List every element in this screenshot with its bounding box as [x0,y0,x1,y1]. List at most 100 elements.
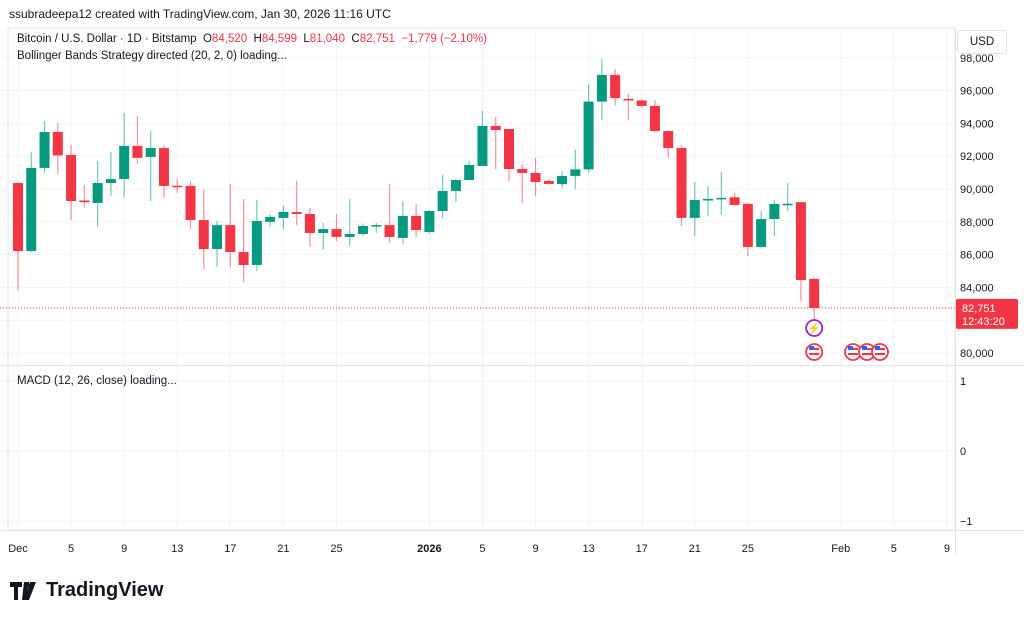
candle [92,160,103,227]
open-value: 84,520 [211,33,248,45]
candle-body [596,74,607,102]
candle [278,205,289,230]
macd-indicator-label[interactable]: MACD (12, 26, close) loading... [17,375,177,387]
price-tick-label: 92,000 [960,151,994,163]
us-flag-canton [848,346,853,350]
chart-canvas[interactable]: 80,000 84,000 86,000 88,000 90,000 92,000 94,0… [0,0,1024,560]
candle-body [172,185,183,188]
currency-button[interactable]: USD [957,30,1007,54]
candle-body [318,229,329,233]
candle-body [703,198,714,201]
candle-body [66,154,77,202]
us-flag-canton [862,346,867,350]
candle-body [119,145,130,180]
candle [596,58,607,121]
candle-body [411,215,422,231]
candle-body [782,203,793,206]
symbol-title: Bitcoin / U.S. Dollar · 1D · Bitstamp [17,33,197,45]
price-tick-label: 84,000 [960,282,994,294]
high-value: 84,599 [261,33,297,45]
candle-body [265,216,276,222]
tradingview-logo[interactable]: TradingView [10,579,163,602]
candle-body [583,101,594,170]
time-tick-label: 21 [689,543,701,555]
candle [358,223,369,236]
candle [105,151,116,196]
candle [464,160,475,181]
candle-body [13,182,23,252]
author-credit: ssubradeepa12 created with TradingView.c… [9,7,391,21]
candle-body [238,252,249,265]
symbol-legend: Bitcoin / U.S. Dollar · 1D · Bitstamp O8… [17,33,487,45]
candle-body [663,130,674,149]
candle-body [358,225,369,234]
price-tick-label: 90,000 [960,184,994,196]
candle-body [331,229,342,237]
candle [238,199,249,283]
candle [742,203,753,256]
candle [729,192,740,206]
us-flag-stripe [848,353,858,355]
open-label: O [202,33,212,45]
candle [543,178,554,185]
candle [530,157,541,196]
candle-body [649,105,660,131]
candle [769,200,780,236]
candle-body [278,211,289,218]
candle-body [212,225,223,250]
candle [198,190,209,270]
candle-body [158,148,169,186]
time-tick-label: 25 [742,543,754,555]
candle [610,69,621,106]
us-flag-stripe [809,353,820,355]
price-tick-label: 86,000 [960,250,994,262]
us-flag-stripe [862,353,872,355]
us-flag-canton [875,346,880,350]
last-price-badge [956,298,1018,329]
candle-body [742,203,753,247]
candle [517,163,528,203]
candle-body [424,211,435,233]
candle [251,199,262,272]
time-tick-label: 17 [636,543,648,555]
candle [265,213,276,228]
candle [503,129,514,182]
candle [132,115,143,164]
candle [212,221,223,267]
candle [371,222,382,233]
candle [676,144,687,226]
candle [13,182,23,291]
candle [172,179,183,193]
candle [623,93,634,121]
time-tick-label: 2026 [417,543,441,555]
candle [185,181,196,230]
candle-body [517,169,528,173]
candle-body [225,225,236,253]
macd-tick-label: 0 [960,446,966,458]
candle-body [79,200,90,203]
low-value: 81,040 [309,33,345,45]
chart-frame [7,27,956,531]
bollinger-indicator-label[interactable]: Bollinger Bands Strategy directed (20, 2… [17,50,287,62]
candle [225,183,236,267]
candle-body [344,233,355,237]
candle-body [251,221,262,265]
candle [304,207,315,247]
candle-body [716,197,727,200]
candle-body [636,100,647,106]
time-tick-label: Dec [8,543,28,555]
candle [490,116,501,170]
close-value: 82,751 [359,33,395,45]
candle-body [809,278,820,308]
price-tick-label: 96,000 [960,86,994,98]
last-price-value: 82,751 [962,303,996,315]
low-label: L [303,33,310,45]
candle-body [503,129,514,170]
candle-body [185,185,196,221]
candle [583,84,594,173]
time-tick-label: 25 [330,543,342,555]
candle-body [610,74,621,99]
lightning-event-icon [805,319,824,337]
candle [450,178,461,202]
